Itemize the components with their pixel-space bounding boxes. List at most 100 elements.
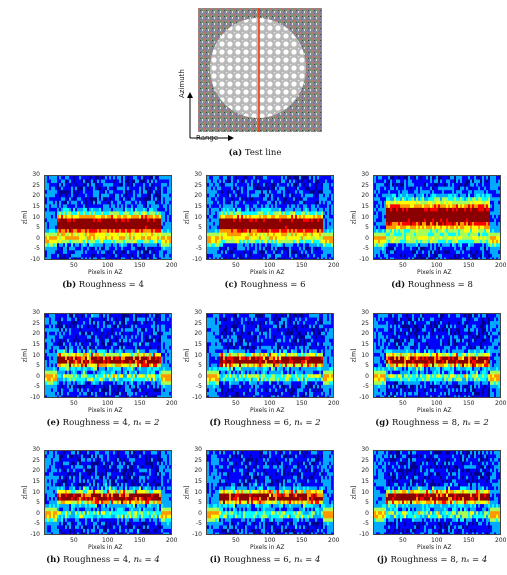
heatmap-cell <box>169 226 171 230</box>
heatmap-cell <box>500 240 501 244</box>
y-tick-label: 30 <box>26 309 40 316</box>
heatmap-cell <box>498 240 500 244</box>
heatmap-cell <box>498 208 500 212</box>
heatmap-cell <box>500 194 501 198</box>
heatmap-cell <box>500 226 501 230</box>
heatmap-cell <box>498 204 500 208</box>
heatmap-cell <box>171 187 172 191</box>
heatmap-cell <box>169 250 171 254</box>
heatmap-cell <box>500 180 501 184</box>
heatmap-cell <box>331 190 333 194</box>
y-tick-label: 25 <box>188 182 202 189</box>
heatmap-cell <box>333 201 334 205</box>
y-tick-label: -5 <box>26 383 40 390</box>
heatmap-cell <box>171 176 172 180</box>
heatmap-cell <box>169 222 171 226</box>
heatmap-cell <box>333 257 334 260</box>
heatmap-cell <box>498 222 500 226</box>
y-tick-label: 15 <box>26 203 40 210</box>
y-tick-label: 30 <box>355 171 369 178</box>
heatmap-cell <box>500 233 501 237</box>
y-tick-label: 10 <box>188 214 202 221</box>
y-tick-label: -5 <box>26 245 40 252</box>
heatmap-cell <box>169 236 171 240</box>
heatmap-cell <box>333 250 334 254</box>
heatmap-cell <box>171 254 172 258</box>
heatmap-cell <box>500 219 501 223</box>
heatmap-plot <box>44 313 172 398</box>
heatmap-cell <box>331 180 333 184</box>
x-tick-label: 200 <box>495 262 506 269</box>
range-label: Range <box>196 134 218 142</box>
heatmap-cell <box>333 254 334 258</box>
heatmap-cell <box>171 219 172 223</box>
y-tick-label: 5 <box>26 224 40 231</box>
caption-a: (a) Test line <box>200 148 310 158</box>
heatmap-cell <box>169 243 171 247</box>
heatmap-cell <box>171 233 172 237</box>
heatmap-cell <box>171 204 172 208</box>
heatmap-cell <box>169 183 171 187</box>
heatmap-cell <box>333 215 334 219</box>
x-axis-label: Pixels in AZ <box>250 269 285 276</box>
heatmap-cell <box>171 222 172 226</box>
heatmap-cell <box>333 180 334 184</box>
heatmap-cell <box>333 243 334 247</box>
y-tick-label: 20 <box>26 330 40 337</box>
heatmap-cell <box>498 247 500 251</box>
heatmap-cell <box>169 197 171 201</box>
heatmap-cell <box>333 190 334 194</box>
heatmap-cell <box>333 226 334 230</box>
heatmap-cell <box>331 222 333 226</box>
heatmap-cell <box>498 233 500 237</box>
heatmap-cell <box>171 240 172 244</box>
heatmap-cell <box>331 183 333 187</box>
heatmap-cell <box>500 243 501 247</box>
heatmap-cell <box>331 187 333 191</box>
heatmap-cell <box>169 233 171 237</box>
heatmap-cell <box>333 211 334 215</box>
heatmap-cell <box>171 208 172 212</box>
y-tick-label: 20 <box>355 192 369 199</box>
heatmap-cell <box>500 222 501 226</box>
panel-caption: (c) Roughness = 6 <box>190 280 340 290</box>
heatmap-cell <box>498 187 500 191</box>
heatmap-cell <box>333 176 334 180</box>
heatmap-cell <box>500 187 501 191</box>
y-tick-label: -10 <box>26 256 40 263</box>
heatmap-cell <box>500 257 501 260</box>
heatmap-cell <box>171 197 172 201</box>
heatmap-cell <box>331 236 333 240</box>
heatmap-cell <box>333 208 334 212</box>
heatmap-cell <box>500 197 501 201</box>
heatmap-cell <box>333 236 334 240</box>
heatmap-cell <box>500 229 501 233</box>
heatmap-cell <box>171 190 172 194</box>
y-tick-label: 25 <box>26 182 40 189</box>
y-tick-label: 10 <box>26 352 40 359</box>
heatmap-cell <box>171 226 172 230</box>
heatmap-cell <box>171 201 172 205</box>
heatmap-svg <box>45 314 172 398</box>
heatmap-cell <box>169 254 171 258</box>
heatmap-cell <box>331 243 333 247</box>
heatmap-cell <box>171 194 172 198</box>
heatmap-cell <box>169 190 171 194</box>
heatmap-cell <box>500 183 501 187</box>
y-tick-label: -5 <box>188 245 202 252</box>
heatmap-cell <box>500 247 501 251</box>
heatmap-cell <box>331 194 333 198</box>
heatmap-cell <box>169 219 171 223</box>
heatmap-cell <box>331 247 333 251</box>
heatmap-cell <box>498 229 500 233</box>
y-tick-label: 25 <box>26 320 40 327</box>
heatmap-cell <box>500 201 501 205</box>
y-tick-label: 15 <box>188 203 202 210</box>
heatmap-cell <box>498 243 500 247</box>
heatmap-cell <box>331 240 333 244</box>
heatmap-cell <box>171 183 172 187</box>
heatmap-cell <box>169 187 171 191</box>
heatmap-cell <box>333 229 334 233</box>
heatmap-cell <box>331 215 333 219</box>
